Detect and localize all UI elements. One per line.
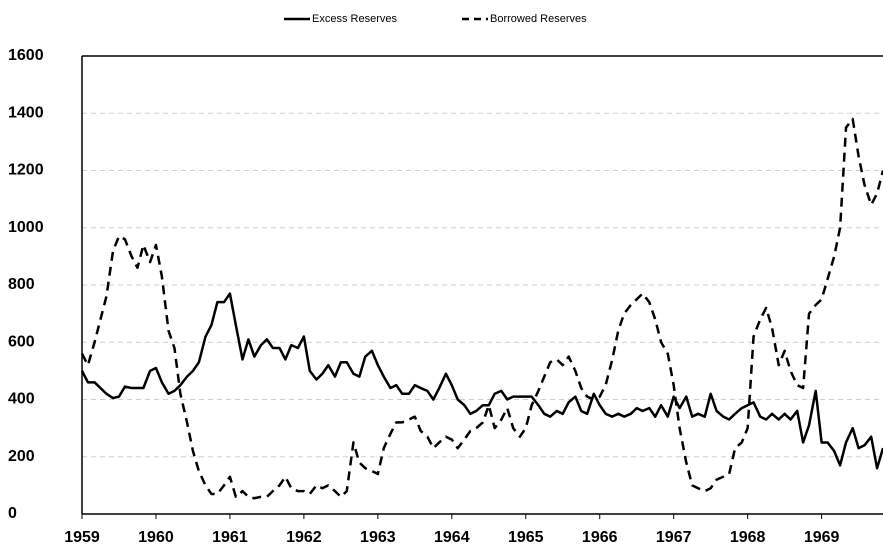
x-tick-label: 1963 bbox=[360, 529, 396, 546]
x-tick-label: 1969 bbox=[804, 529, 840, 546]
x-tick-label: 1962 bbox=[286, 529, 322, 546]
x-tick-label: 1967 bbox=[656, 529, 692, 546]
y-tick-label: 1400 bbox=[8, 104, 44, 121]
series-line bbox=[80, 117, 883, 500]
y-tick-label: 1200 bbox=[8, 162, 44, 179]
x-tick-label: 1961 bbox=[212, 529, 248, 546]
y-tick-label: 400 bbox=[8, 391, 35, 408]
x-tick-label: 1966 bbox=[582, 529, 618, 546]
y-tick-label: 0 bbox=[8, 505, 17, 522]
y-tick-label: 800 bbox=[8, 276, 35, 293]
x-tick-label: 1964 bbox=[434, 529, 470, 546]
y-tick-label: 200 bbox=[8, 448, 35, 465]
x-tick-label: 1959 bbox=[64, 529, 100, 546]
x-tick-label: 1960 bbox=[138, 529, 174, 546]
x-tick-label: 1965 bbox=[508, 529, 544, 546]
series-line bbox=[80, 292, 883, 470]
y-tick-label: 600 bbox=[8, 333, 35, 350]
legend-label: Borrowed Reserves bbox=[490, 13, 587, 25]
y-tick-label: 1600 bbox=[8, 47, 44, 64]
legend-label: Excess Reserves bbox=[312, 13, 397, 25]
y-tick-label: 1000 bbox=[8, 219, 44, 236]
x-tick-label: 1968 bbox=[730, 529, 766, 546]
